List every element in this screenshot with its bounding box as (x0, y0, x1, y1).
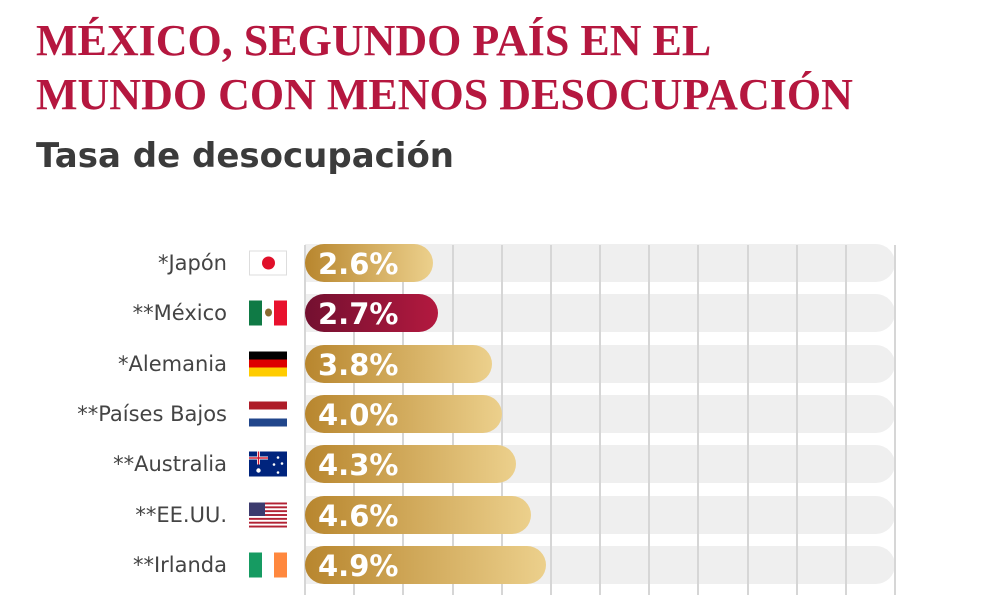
netherlands-flag-icon (249, 401, 287, 427)
gridline (599, 245, 601, 595)
value-label: 4.3% (318, 448, 399, 483)
value-label: 2.7% (318, 297, 399, 332)
bar (305, 495, 532, 534)
japan-flag-icon (249, 250, 287, 276)
usa-flag-icon (249, 502, 287, 527)
gridline (795, 245, 798, 595)
bar (305, 445, 517, 484)
bar (305, 294, 438, 333)
gridline (549, 245, 552, 595)
title-line-1: MÉXICO, SEGUNDO PAÍS EN EL (36, 16, 712, 65)
bar (305, 545, 546, 584)
ireland-flag-icon (249, 552, 287, 578)
gridline (697, 245, 700, 595)
category-label: *Japón (157, 251, 227, 275)
category-label: *Alemania (118, 351, 227, 376)
value-label: 4.6% (318, 498, 399, 533)
value-label: 4.9% (318, 548, 399, 583)
gridline (648, 245, 651, 595)
gridline (500, 245, 503, 595)
australia-flag-icon (249, 451, 287, 477)
category-label: **Países Bajos (77, 401, 227, 426)
bar (305, 394, 502, 433)
germany-flag-icon (249, 351, 287, 377)
bar (305, 344, 492, 383)
value-label: 3.8% (318, 347, 399, 382)
mexico-flag-icon (249, 300, 287, 326)
gridline (844, 245, 847, 595)
gridline (304, 245, 306, 595)
category-label: **México (132, 301, 227, 326)
title-line-2: MUNDO CON MENOS DESOCUPACIÓN (36, 70, 853, 119)
category-label: **Irlanda (132, 552, 227, 577)
chart-subtitle: Tasa de desocupación (36, 136, 455, 176)
value-label: 2.6% (318, 247, 399, 281)
gridline (894, 245, 896, 595)
gridline (746, 245, 749, 595)
category-label: **Australia (113, 452, 227, 477)
page-title: MÉXICO, SEGUNDO PAÍS EN EL MUNDO CON MENO… (36, 14, 853, 122)
bar (305, 244, 433, 282)
category-label: **EE.UU. (135, 502, 227, 527)
value-label: 4.0% (318, 397, 399, 432)
